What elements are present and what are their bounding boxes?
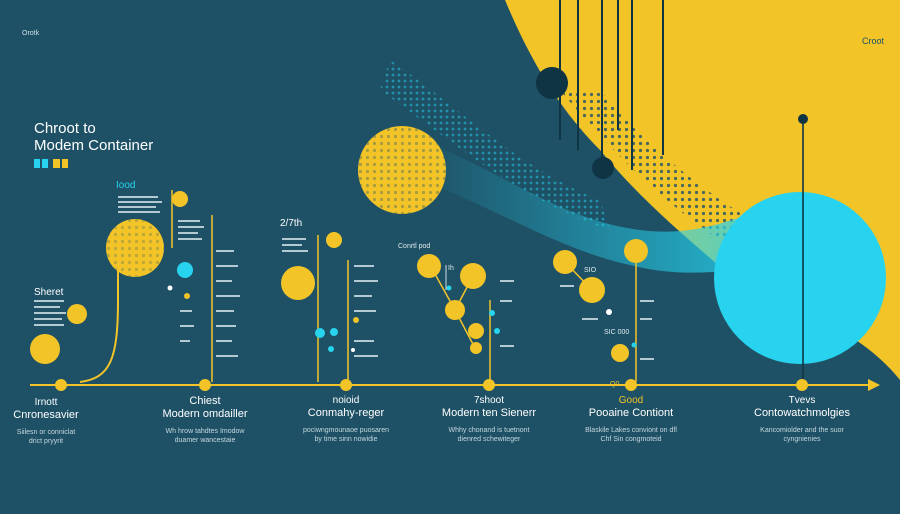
milestone-noiold-desc-1: pociwngmounaoe puosaren [302, 427, 390, 434]
milestone-shoot-desc-2: dienred schewiteger [457, 436, 521, 443]
milestone-shoot-desc-1: Whhy chonand is tuetnont [448, 427, 530, 434]
timeline-arrowhead [868, 379, 880, 391]
label-q0: Q0 [610, 381, 620, 388]
milestone-chroot: Irnott Cnronesavier Siilesn or conniclat… [13, 397, 78, 446]
milestone-chest-heading: Modern omdailler [162, 408, 248, 420]
label-sio: SIO [584, 267, 597, 274]
milestone-shoot-heading: Modern ten Sienerr [441, 407, 537, 419]
cluster-1 [30, 190, 213, 383]
milestone-good-heading: Pooaine Contiont [588, 407, 674, 419]
micro-text-bars [34, 196, 654, 360]
title-line-2: Modem Container [34, 137, 154, 154]
dark-circle-top [536, 67, 568, 99]
milestone-chest-label: Chiest [189, 395, 221, 407]
cyan-swoosh [420, 140, 790, 273]
milestone-good: Good Pooaine Contiont Blaskile Lakes con… [585, 395, 677, 444]
milestone-tvevs-desc-1: Kancomiolder and the suor [760, 427, 844, 434]
cyan-circle-large [714, 192, 886, 364]
milestone-chroot-desc-1: Siilesn or conniclat [16, 429, 76, 436]
label-start: Sheret [34, 287, 64, 298]
label-sc00: SIC 000 [604, 329, 630, 336]
milestone-dots [55, 379, 808, 391]
milestone-tvevs: Tvevs Contowatchmolgies Kancomiolder and… [754, 395, 850, 444]
cluster-3 [417, 254, 500, 382]
label-cond: Conrtl pod [398, 243, 431, 250]
milestone-good-desc-2: Chf Sin congmoteid [600, 436, 662, 443]
cluster-4 [553, 239, 648, 382]
milestone-chest: Chiest Modern omdailler Wh hrow tahdtes … [163, 395, 248, 445]
milestone-tvevs-label: Tvevs [788, 395, 816, 406]
milestone-good-label: Good [618, 395, 644, 406]
milestone-shoot-label: 7shoot [473, 395, 505, 406]
milestone-chest-desc-1: Wh hrow tahdtes Imodow [165, 428, 245, 435]
label-ih: Ih [448, 265, 454, 272]
label-2700: 2/7th [280, 218, 303, 229]
milestone-shoot: 7shoot Modern ten Sienerr Whhy chonand i… [442, 395, 536, 444]
milestone-noiold-desc-2: by time sinn nowidie [314, 436, 378, 443]
label-iood: Iood [116, 180, 136, 191]
milestone-good-desc-1: Blaskile Lakes conviont on dfl [585, 427, 677, 434]
page-title: Chroot to Modem Container [34, 120, 153, 154]
milestone-noiold-label: noioid [332, 395, 360, 406]
title-line-1: Chroot to [34, 120, 96, 137]
corner-label-left: Orotk [22, 30, 40, 37]
cluster-2 [281, 232, 359, 382]
hanging-stems [559, 0, 664, 170]
milestone-chroot-label: Irnott [34, 397, 58, 408]
milestone-chest-desc-2: duamer wancestaie [174, 437, 236, 444]
corner-label-right: Croot [862, 36, 885, 46]
milestone-noiold-heading: Conmahy-reger [307, 407, 385, 419]
milestone-chroot-desc-2: drict pryyrit [28, 438, 64, 445]
milestone-tvevs-heading: Contowatchmolgies [754, 407, 850, 419]
milestone-tvevs-desc-2: cyngnienies [783, 436, 821, 443]
milestone-noiold: noioid Conmahy-reger pociwngmounaoe puos… [303, 395, 389, 444]
milestone-chroot-heading: Cnronesavier [13, 409, 79, 421]
